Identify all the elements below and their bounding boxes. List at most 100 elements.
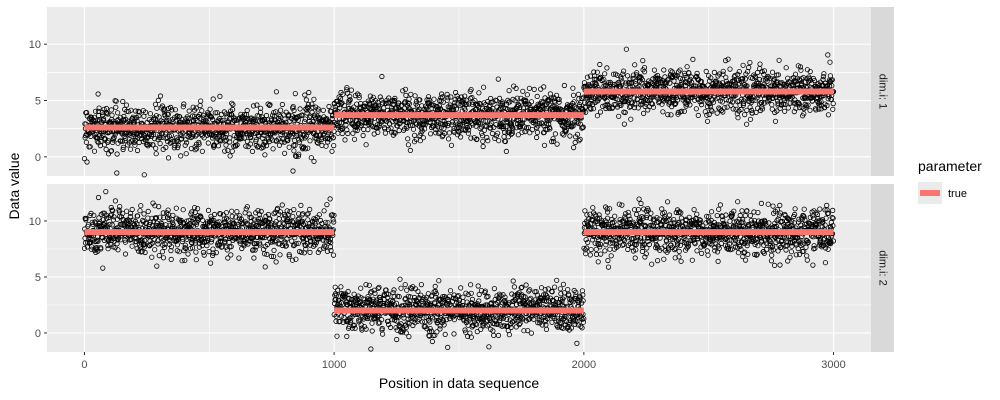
data-point xyxy=(435,124,441,130)
data-point xyxy=(660,109,666,115)
data-point xyxy=(597,109,604,115)
data-point xyxy=(134,118,140,124)
data-point xyxy=(412,93,418,99)
data-point xyxy=(375,129,381,135)
data-point xyxy=(304,110,310,116)
data-point xyxy=(299,112,305,118)
data-point xyxy=(186,115,192,122)
data-point xyxy=(354,101,360,107)
data-point xyxy=(286,113,292,119)
data-point xyxy=(463,101,470,108)
data-point xyxy=(244,107,250,114)
data-point xyxy=(149,131,155,138)
data-point xyxy=(201,135,207,141)
data-point xyxy=(591,76,598,82)
data-point xyxy=(417,97,423,103)
data-point xyxy=(163,130,169,136)
data-point xyxy=(249,148,256,154)
data-point xyxy=(96,105,102,111)
data-point xyxy=(192,147,198,153)
data-point xyxy=(640,110,647,117)
data-point xyxy=(301,119,308,125)
data-point xyxy=(292,91,298,97)
data-point xyxy=(326,103,332,110)
data-point xyxy=(83,139,90,145)
y-tick-label: 10 xyxy=(29,39,41,51)
data-point xyxy=(500,105,506,111)
data-point xyxy=(465,130,471,136)
data-point xyxy=(178,153,184,159)
data-point xyxy=(331,143,337,149)
data-point xyxy=(496,95,503,102)
data-point xyxy=(493,133,499,139)
data-point xyxy=(689,79,695,86)
data-point xyxy=(628,116,634,122)
data-point xyxy=(215,143,222,149)
data-point xyxy=(686,70,692,76)
data-point xyxy=(114,151,120,157)
data-point xyxy=(427,131,434,137)
data-point xyxy=(487,102,493,108)
data-point xyxy=(230,102,236,108)
data-point xyxy=(448,94,454,100)
data-point xyxy=(239,135,245,141)
data-point xyxy=(119,138,126,144)
data-point xyxy=(437,129,443,135)
data-point xyxy=(484,134,490,141)
data-point xyxy=(531,86,537,93)
data-point xyxy=(296,151,302,157)
data-point xyxy=(380,100,386,106)
data-point xyxy=(475,102,481,108)
data-point xyxy=(190,113,196,119)
data-point xyxy=(253,137,259,143)
data-point xyxy=(354,127,360,134)
data-point xyxy=(576,138,582,144)
data-point xyxy=(229,148,235,154)
data-point xyxy=(267,102,273,108)
data-point xyxy=(375,103,382,109)
data-point xyxy=(217,93,223,100)
data-point xyxy=(316,137,322,143)
data-point xyxy=(182,142,188,148)
data-point xyxy=(181,101,187,107)
data-point xyxy=(438,124,444,130)
data-point xyxy=(685,99,692,105)
data-point xyxy=(544,106,550,112)
data-point xyxy=(624,73,631,79)
data-point xyxy=(174,114,180,120)
data-point xyxy=(315,106,321,112)
data-point xyxy=(168,104,174,111)
data-point xyxy=(623,80,629,86)
data-point xyxy=(320,107,326,113)
data-point xyxy=(453,106,459,112)
data-point xyxy=(311,96,317,102)
data-point xyxy=(571,99,577,105)
data-point xyxy=(507,99,513,105)
data-point xyxy=(103,146,109,152)
data-point xyxy=(618,102,624,109)
data-point xyxy=(378,97,385,103)
data-point xyxy=(342,137,348,143)
data-point xyxy=(262,117,268,123)
data-point xyxy=(297,106,303,112)
data-point xyxy=(650,104,657,110)
data-point xyxy=(205,140,211,146)
data-point xyxy=(580,94,587,100)
data-point xyxy=(523,97,529,104)
data-point xyxy=(639,77,645,83)
data-point xyxy=(191,113,198,119)
data-point xyxy=(165,155,172,161)
data-point xyxy=(419,103,425,109)
data-point xyxy=(541,129,547,136)
data-point xyxy=(186,108,192,114)
data-point xyxy=(550,138,557,144)
data-point xyxy=(606,105,613,112)
data-point xyxy=(197,115,203,121)
data-point xyxy=(319,135,325,141)
data-point xyxy=(200,112,206,118)
data-point xyxy=(348,87,354,93)
data-point xyxy=(164,117,170,123)
data-point xyxy=(175,142,181,148)
data-point xyxy=(548,95,554,101)
data-point xyxy=(180,104,186,110)
